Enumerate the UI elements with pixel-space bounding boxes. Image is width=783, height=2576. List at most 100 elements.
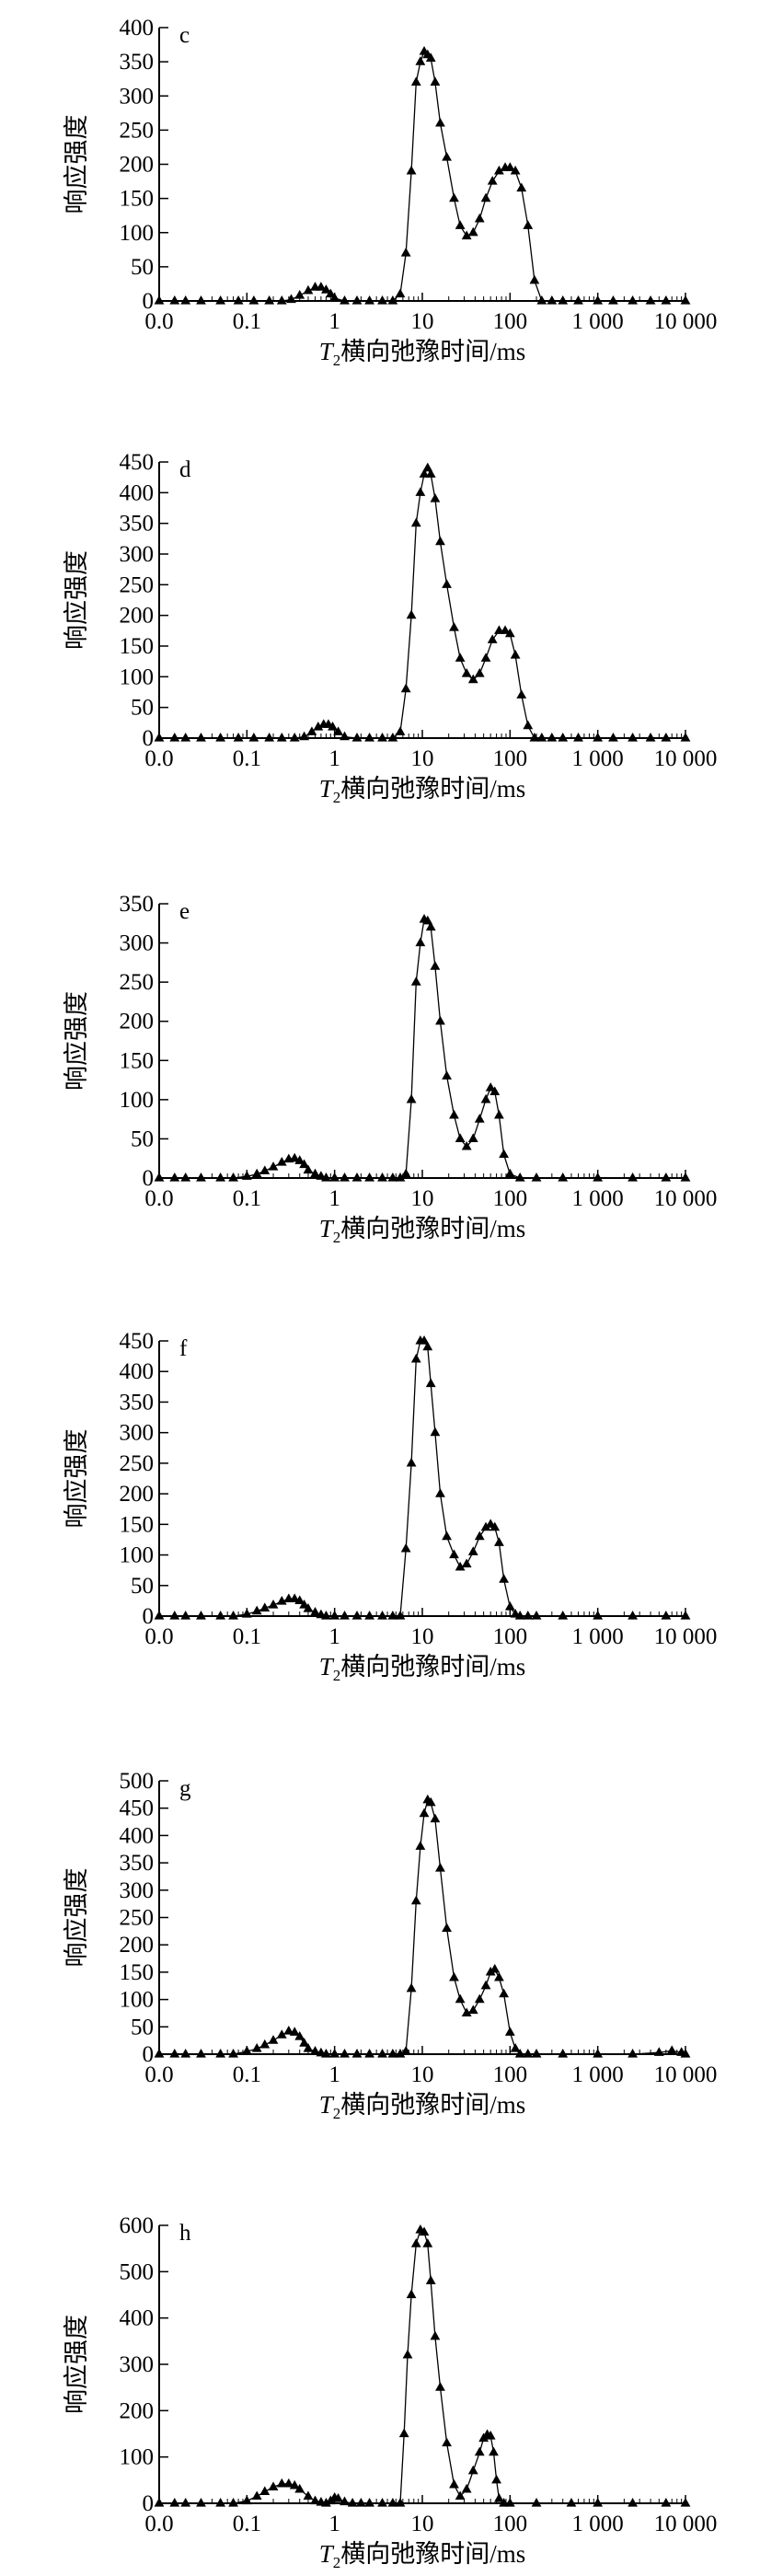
y-tick-label: 450 bbox=[120, 450, 155, 475]
y-tick-label: 250 bbox=[120, 970, 155, 995]
x-tick-label: 0.0 bbox=[144, 2062, 173, 2087]
data-point-triangle bbox=[406, 2289, 417, 2299]
data-point-triangle bbox=[364, 2049, 375, 2058]
x-tick-label: 1 000 bbox=[572, 746, 624, 771]
data-point-triangle bbox=[196, 2049, 206, 2058]
y-tick-label: 150 bbox=[120, 187, 155, 212]
data-point-triangle bbox=[294, 2030, 305, 2040]
data-point-triangle bbox=[377, 733, 387, 742]
data-point-triangle bbox=[299, 731, 310, 741]
x-axis-label: T2横向弛豫时间/ms bbox=[319, 775, 526, 806]
y-tick-label: 0 bbox=[143, 1604, 155, 1629]
y-tick-label: 50 bbox=[131, 696, 154, 721]
data-point-triangle bbox=[680, 1172, 691, 1182]
data-point-triangle bbox=[628, 1172, 639, 1182]
data-point-triangle bbox=[169, 1172, 180, 1182]
data-point-triangle bbox=[430, 1813, 441, 1823]
data-point-triangle bbox=[531, 1172, 542, 1182]
y-tick-label: 100 bbox=[120, 2445, 155, 2470]
data-point-triangle bbox=[485, 2431, 496, 2440]
data-point-triangle bbox=[400, 1168, 411, 1178]
data-point-triangle bbox=[485, 1966, 496, 1976]
data-point-triangle bbox=[283, 2478, 294, 2488]
data-point-triangle bbox=[531, 2498, 542, 2507]
data-point-triangle bbox=[455, 1133, 466, 1143]
x-tick-label: 10 000 bbox=[654, 2062, 718, 2087]
data-point-triangle bbox=[461, 1140, 472, 1150]
data-point-triangle bbox=[531, 2049, 542, 2058]
data-point-triangle bbox=[449, 1971, 459, 1981]
data-point-triangle bbox=[228, 2498, 238, 2507]
data-point-triangle bbox=[480, 1980, 491, 1990]
data-point-triangle bbox=[573, 295, 583, 305]
data-point-triangle bbox=[387, 2498, 398, 2507]
data-point-triangle bbox=[435, 1015, 445, 1025]
y-tick-label: 400 bbox=[120, 1359, 155, 1384]
data-point-triangle bbox=[410, 76, 421, 86]
x-axis-label: T2横向弛豫时间/ms bbox=[319, 2540, 526, 2571]
data-point-triangle bbox=[628, 1611, 639, 1620]
data-point-triangle bbox=[430, 493, 441, 502]
data-point-triangle bbox=[154, 1172, 165, 1182]
data-point-triangle bbox=[680, 733, 691, 742]
data-point-triangle bbox=[494, 1537, 504, 1546]
data-point-triangle bbox=[425, 1378, 436, 1388]
y-tick-label: 250 bbox=[120, 1906, 155, 1931]
data-point-triangle bbox=[233, 295, 244, 305]
y-tick-label: 350 bbox=[120, 50, 155, 75]
x-tick-label: 1 bbox=[328, 2512, 340, 2536]
x-tick-label: 10 bbox=[411, 1624, 434, 1649]
data-point-triangle bbox=[449, 1549, 459, 1559]
x-tick-label: 10 bbox=[411, 1186, 434, 1211]
data-point-triangle bbox=[504, 162, 515, 171]
data-point-triangle bbox=[430, 76, 441, 86]
x-tick-label: 100 bbox=[493, 1186, 528, 1211]
x-axis-label-text: 横向弛豫时间/ms bbox=[340, 338, 525, 365]
x-axis-label-subscript: 2 bbox=[333, 2554, 341, 2571]
data-point-triangle bbox=[329, 2049, 340, 2058]
data-point-triangle bbox=[499, 1574, 510, 1583]
y-tick-label: 100 bbox=[120, 1088, 155, 1113]
x-axis-label-text: 横向弛豫时间/ms bbox=[340, 1653, 525, 1681]
data-point-triangle bbox=[364, 733, 375, 742]
data-point-triangle bbox=[529, 733, 540, 742]
data-point-triangle bbox=[645, 295, 656, 305]
data-point-triangle bbox=[461, 2007, 472, 2017]
data-point-triangle bbox=[395, 1172, 406, 1182]
y-tick-label: 200 bbox=[120, 1482, 155, 1507]
data-point-triangle bbox=[661, 733, 672, 742]
data-point-triangle bbox=[154, 733, 165, 742]
data-point-triangle bbox=[351, 1172, 363, 1182]
y-tick-label: 350 bbox=[120, 1851, 155, 1876]
data-point-triangle bbox=[377, 295, 387, 305]
x-tick-label: 10 000 bbox=[654, 2512, 718, 2536]
data-point-triangle bbox=[215, 733, 226, 742]
data-point-triangle bbox=[425, 468, 436, 478]
data-point-triangle bbox=[410, 1353, 421, 1363]
data-point-triangle bbox=[523, 220, 534, 229]
data-point-triangle bbox=[410, 517, 421, 527]
data-point-triangle bbox=[400, 1542, 411, 1553]
data-point-triangle bbox=[215, 1611, 226, 1620]
x-tick-label: 100 bbox=[493, 309, 528, 334]
data-point-triangle bbox=[406, 1093, 417, 1103]
y-tick-label: 500 bbox=[120, 1769, 155, 1794]
data-point-triangle bbox=[406, 1457, 417, 1467]
data-point-triangle bbox=[480, 1093, 491, 1103]
x-tick-label: 100 bbox=[493, 2062, 528, 2087]
x-axis-label: T2横向弛豫时间/ms bbox=[319, 338, 526, 369]
data-point-triangle bbox=[251, 1168, 262, 1178]
data-point-triangle bbox=[377, 2049, 387, 2058]
data-point-triangle bbox=[154, 1611, 165, 1620]
series-line bbox=[159, 50, 685, 302]
y-tick-label: 250 bbox=[120, 572, 155, 597]
y-tick-label: 100 bbox=[120, 221, 155, 246]
data-point-triangle bbox=[251, 2490, 262, 2501]
data-point-triangle bbox=[241, 2046, 252, 2055]
data-point-triangle bbox=[628, 733, 639, 742]
data-point-triangle bbox=[523, 720, 534, 730]
y-tick-label: 0 bbox=[143, 1166, 155, 1191]
data-point-triangle bbox=[467, 1546, 478, 1555]
data-point-triangle bbox=[449, 1109, 459, 1119]
y-tick-label: 400 bbox=[120, 1823, 155, 1848]
